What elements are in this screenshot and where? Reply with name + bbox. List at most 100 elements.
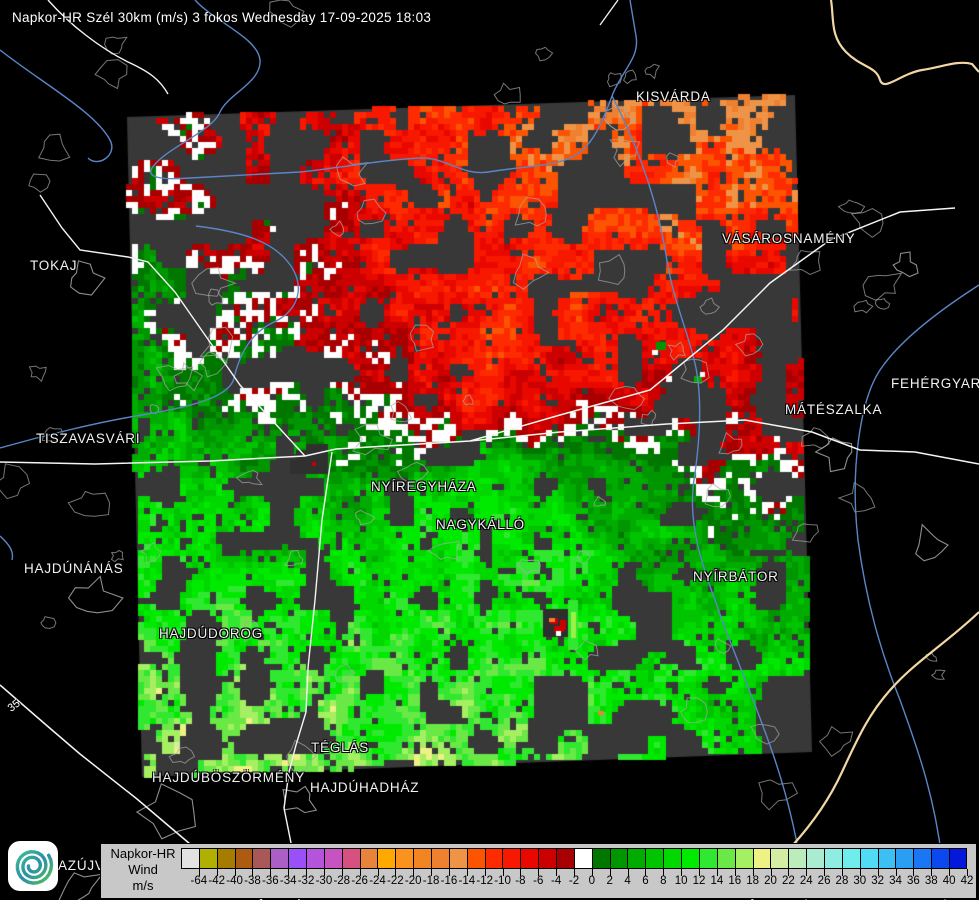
settlement-outline	[356, 198, 387, 225]
settlement-outline	[593, 495, 607, 507]
legend-swatch	[466, 848, 485, 869]
settlement-outline	[862, 272, 903, 301]
settlement-outline	[788, 249, 821, 275]
legend-tick	[556, 869, 558, 876]
settlement-outline	[286, 739, 318, 774]
city-label: HAJDÚNÁNÁS	[24, 561, 124, 576]
spiral-logo-icon	[15, 849, 54, 885]
legend-tick	[466, 869, 468, 876]
road-northwest-diagonal	[39, 194, 306, 457]
legend-tick	[967, 869, 968, 876]
city-label: VÁSÁROSNAMÉNY	[722, 231, 856, 246]
river-branch-nw	[0, 49, 113, 163]
legend-tick-label: -40	[226, 875, 243, 887]
legend-swatch	[931, 848, 949, 869]
spiral-path	[15, 849, 54, 885]
legend-tick	[288, 869, 290, 876]
legend-tick	[627, 869, 629, 876]
legend-tick-label: 26	[817, 875, 831, 887]
legend-tick	[609, 869, 611, 876]
legend-tick	[663, 869, 665, 876]
legend-tick-label: -36	[262, 875, 279, 887]
legend-swatch	[645, 848, 664, 869]
city-label: HAJDÚDOROG	[159, 626, 264, 641]
legend-tick-label: -10	[494, 875, 511, 887]
settlement-outline	[597, 253, 626, 286]
settlement-outline	[155, 364, 194, 392]
legend-tick-label: 2	[606, 875, 613, 887]
legend-tick-label: -16	[440, 875, 458, 887]
settlement-outline	[135, 783, 196, 840]
settlement-outline	[426, 540, 460, 561]
legend-tick-label: 24	[799, 875, 813, 887]
city-label: NYÍRBÁTOR	[693, 569, 779, 584]
legend-tick	[931, 869, 933, 876]
road-northeast	[469, 207, 956, 442]
legend-swatch	[252, 848, 271, 869]
legend-tick	[323, 869, 325, 876]
legend-swatch	[734, 848, 753, 869]
legend-tick-label: 20	[764, 875, 777, 887]
settlement-outline	[699, 297, 721, 315]
legend-tick-label: -22	[387, 875, 404, 887]
legend-swatch	[288, 848, 307, 869]
legend-tick	[198, 869, 200, 876]
legend-swatch	[502, 848, 521, 869]
legend-tick-label: -26	[351, 875, 368, 887]
settlement-outline	[718, 431, 743, 455]
road-main-east-west	[0, 419, 979, 465]
legend-tick	[234, 869, 236, 876]
legend-tick	[645, 869, 647, 876]
radar-logo	[8, 841, 58, 891]
legend-tick	[716, 869, 718, 876]
legend-swatch	[591, 848, 610, 869]
settlement-outline	[714, 638, 732, 655]
settlement-outline	[512, 253, 550, 290]
legend-tick	[270, 869, 272, 876]
settlement-outline	[283, 549, 304, 567]
settlement-outline	[850, 208, 884, 238]
city-label: TÉGLÁS	[311, 740, 370, 755]
settlement-outline	[70, 260, 106, 296]
legend-tick	[359, 869, 361, 876]
legend-tick	[591, 869, 593, 876]
legend-swatch	[234, 848, 253, 869]
legend-swatch	[663, 848, 682, 869]
legend-tick-label: 30	[853, 875, 867, 887]
legend-product: Napkor-HR	[110, 846, 176, 861]
settlement-outline	[235, 469, 263, 486]
settlement-outline	[930, 669, 946, 680]
legend-swatch	[556, 848, 574, 869]
legend-caption: Napkor-HR Wind m/s	[107, 846, 179, 894]
legend-swatch	[627, 848, 646, 869]
legend-tick	[859, 869, 861, 876]
settlement-outline	[462, 394, 474, 406]
legend-tick	[734, 869, 736, 876]
legend-swatch	[431, 848, 449, 869]
legend-tick	[752, 869, 754, 876]
settlement-outline	[734, 333, 764, 357]
settlement-outline	[191, 266, 238, 297]
legend-tick	[877, 869, 879, 876]
city-label: FEHÉRGYARMAT	[891, 376, 979, 391]
legend-tick	[413, 869, 415, 876]
settlement-outline	[608, 385, 646, 411]
legend-swatch	[448, 848, 467, 869]
legend-tick-label: 18	[746, 875, 760, 887]
legend-tick	[216, 869, 218, 876]
legend-swatch	[948, 848, 967, 869]
legend-tick-label: -24	[369, 875, 386, 887]
legend-tick-label: -42	[208, 875, 226, 887]
legend-tick-label: -4	[551, 875, 562, 887]
legend-swatch	[752, 848, 771, 869]
settlement-outline	[837, 481, 876, 513]
settlement-outline	[67, 575, 124, 614]
settlement-outline	[329, 220, 345, 238]
settlement-outline	[199, 326, 234, 365]
settlement-outline	[666, 152, 679, 168]
legend-tick	[895, 869, 897, 876]
legend-tick-label: -6	[533, 875, 544, 887]
legend-tick	[824, 869, 826, 876]
settlement-outline	[352, 424, 393, 456]
